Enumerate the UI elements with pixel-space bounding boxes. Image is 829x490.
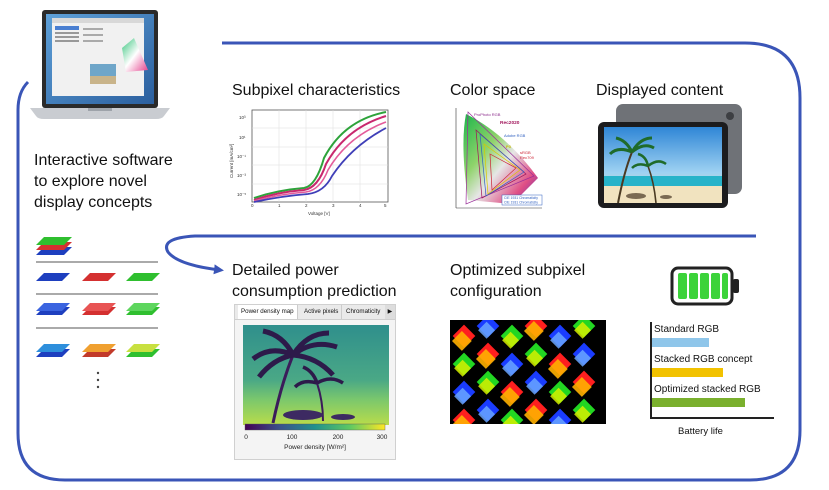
bar-optimized-rgb [652,398,745,407]
tab-scroll-right-icon[interactable]: ▶ [385,305,395,319]
left-text-line-1: Interactive software [34,152,173,169]
bar-stacked-rgb [652,368,723,377]
bar-standard-rgb [652,338,709,347]
heading-content: Displayed content [596,82,724,99]
power-tab-bar: Power density map Active pixels Chromati… [235,305,395,320]
iv-ytick-3: 10⁻³ [237,173,246,178]
iv-xtick-0: 0 [251,203,254,208]
iv-xtick-1: 1 [278,203,281,208]
heading-optimized-line-2: configuration [450,283,542,300]
bar-label-standard: Standard RGB [654,324,720,335]
heading-power-line-1: Detailed power [232,262,339,279]
iv-ytick-2: 10⁻¹ [237,154,246,159]
battery-chart-y-axis [650,322,652,418]
cie-label-rec2020: Rec2020 [500,120,520,126]
bar-label-stacked: Stacked RGB concept [654,354,753,365]
iv-ytick-4: 10⁻⁵ [237,192,246,197]
frame-outline [16,41,802,482]
heading-subpixel: Subpixel characteristics [232,82,401,99]
colorbar-tick-0: 0 [244,434,248,441]
power-density-map [243,325,389,425]
heading-power-line-2: consumption prediction [232,283,397,300]
cie-label-rec709: Rec709 [520,155,535,160]
iv-xlabel: Voltage [V] [308,211,330,216]
cie-label-adobe: Adobe RGB [504,133,526,138]
iv-xtick-4: 4 [359,203,362,208]
battery-icon [670,266,739,306]
cie-legend-line-1: CIE 1931 Chromaticity [504,196,538,200]
flow-arrow [165,234,756,275]
colorbar-tick-100: 100 [287,434,298,441]
heading-colorspace: Color space [450,82,536,99]
iv-xtick-2: 2 [305,203,308,208]
iv-ytick-1: 10¹ [239,135,246,140]
tab-power-density-map[interactable]: Power density map [238,305,298,319]
cie-legend-line-2: CIE 1931 Chromaticity [504,201,538,205]
tab-active-pixels[interactable]: Active pixels [301,305,343,319]
cie-label-srgb: sRGB [520,150,531,155]
power-colorbar: 0 100 200 300 Power density [W/m²] [244,423,388,451]
cie-label-prophoto: ProPhoto RGB [474,112,501,117]
iv-ytick-0: 10³ [239,115,246,120]
laptop-illustration [30,10,170,119]
colorbar-label: Power density [W/m²] [284,444,346,451]
cie-diagram: ProPhoto RGB Rec2020 Adobe RGB P3 sRGB R… [455,108,543,209]
iv-plot: 0 1 2 3 4 5 10³ 10¹ 10⁻¹ 10⁻³ 10⁻⁵ Volta… [229,109,389,216]
layer-stacks [36,237,160,389]
iv-xtick-5: 5 [384,203,387,208]
iv-ylabel: Current [mA/cm²] [229,144,234,178]
subpixel-pattern [450,320,606,424]
left-text-line-3: display concepts [34,194,153,211]
battery-chart: Standard RGB Stacked RGB concept Optimiz… [646,318,806,444]
heading-optimized: Optimized subpixel configuration [450,260,585,302]
colorbar-tick-200: 200 [333,434,344,441]
cie-label-p3: P3 [506,144,512,149]
heading-optimized-line-1: Optimized subpixel [450,262,586,279]
power-panel: Power density map Active pixels Chromati… [234,304,396,460]
left-description: Interactive software to explore novel di… [34,150,173,213]
battery-chart-x-axis [650,417,774,419]
battery-chart-xlabel: Battery life [678,426,723,437]
iv-xtick-3: 3 [332,203,335,208]
left-text-line-2: to explore novel [34,173,147,190]
heading-power: Detailed power consumption prediction [232,260,397,302]
tab-chromaticity[interactable]: Chromaticity [346,308,381,315]
tablet-illustration [598,104,742,208]
colorbar-tick-300: 300 [377,434,388,441]
bar-label-optimized: Optimized stacked RGB [654,384,761,395]
